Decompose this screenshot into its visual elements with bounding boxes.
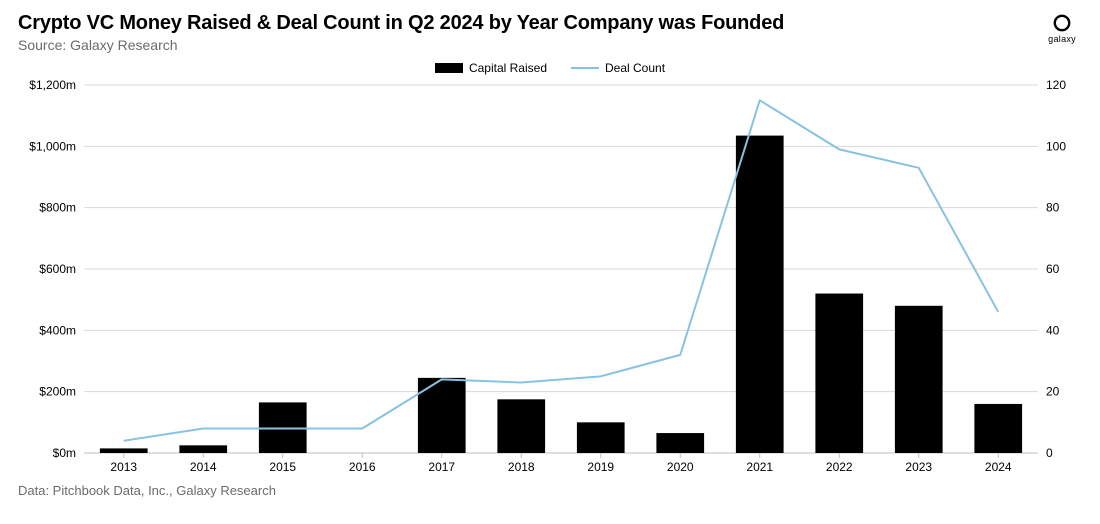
footer-source: Data: Pitchbook Data, Inc., Galaxy Resea… bbox=[18, 483, 1082, 498]
bar bbox=[736, 136, 784, 453]
y-left-tick: $0m bbox=[53, 446, 76, 460]
y-right-tick: 60 bbox=[1046, 262, 1060, 276]
y-right-tick: 100 bbox=[1046, 139, 1066, 153]
y-left-tick: $800m bbox=[39, 201, 76, 215]
legend: Capital Raised Deal Count bbox=[18, 61, 1082, 75]
x-tick: 2014 bbox=[190, 460, 217, 474]
legend-item-bar: Capital Raised bbox=[435, 61, 547, 75]
y-left-tick: $1,000m bbox=[29, 139, 76, 153]
x-tick: 2022 bbox=[826, 460, 853, 474]
y-right-tick: 80 bbox=[1046, 201, 1060, 215]
bar bbox=[895, 306, 943, 453]
x-tick: 2023 bbox=[905, 460, 932, 474]
x-tick: 2016 bbox=[349, 460, 376, 474]
bar bbox=[656, 433, 704, 453]
y-left-tick: $1,200m bbox=[29, 79, 76, 92]
y-left-tick: $600m bbox=[39, 262, 76, 276]
x-tick: 2024 bbox=[985, 460, 1012, 474]
chart-svg: $0m $200m $400m $600m $800m $1,000m $1,200m 0 20… bbox=[18, 79, 1082, 479]
x-tick: 2015 bbox=[269, 460, 296, 474]
x-tick: 2020 bbox=[667, 460, 694, 474]
y-right-tick: 20 bbox=[1046, 385, 1060, 399]
bar bbox=[179, 445, 227, 453]
y-right-tick: 40 bbox=[1046, 323, 1060, 337]
x-tick: 2019 bbox=[587, 460, 614, 474]
y-left-tick: $400m bbox=[39, 323, 76, 337]
y-right-tick: 120 bbox=[1046, 79, 1066, 92]
bar bbox=[497, 399, 545, 453]
bar bbox=[974, 404, 1022, 453]
legend-label-line: Deal Count bbox=[605, 61, 665, 75]
y-right-tick: 0 bbox=[1046, 446, 1053, 460]
chart-title: Crypto VC Money Raised & Deal Count in Q… bbox=[18, 12, 1082, 35]
legend-swatch-line bbox=[571, 67, 599, 69]
x-tick: 2018 bbox=[508, 460, 535, 474]
x-tick: 2017 bbox=[428, 460, 455, 474]
x-tick: 2013 bbox=[110, 460, 137, 474]
chart: $0m $200m $400m $600m $800m $1,000m $1,200m 0 20… bbox=[18, 79, 1082, 479]
bar bbox=[815, 294, 863, 453]
root: galaxy Crypto VC Money Raised & Deal Cou… bbox=[0, 0, 1100, 524]
legend-item-line: Deal Count bbox=[571, 61, 665, 75]
legend-label-bar: Capital Raised bbox=[469, 61, 547, 75]
chart-subtitle: Source: Galaxy Research bbox=[18, 37, 1082, 53]
bar bbox=[100, 448, 148, 453]
legend-swatch-bar bbox=[435, 63, 463, 73]
brand-logo-label: galaxy bbox=[1048, 34, 1076, 44]
y-left-tick: $200m bbox=[39, 385, 76, 399]
galaxy-icon bbox=[1053, 14, 1071, 32]
brand-logo: galaxy bbox=[1048, 14, 1076, 44]
x-tick: 2021 bbox=[746, 460, 773, 474]
bar bbox=[577, 422, 625, 453]
line-series bbox=[124, 100, 999, 440]
